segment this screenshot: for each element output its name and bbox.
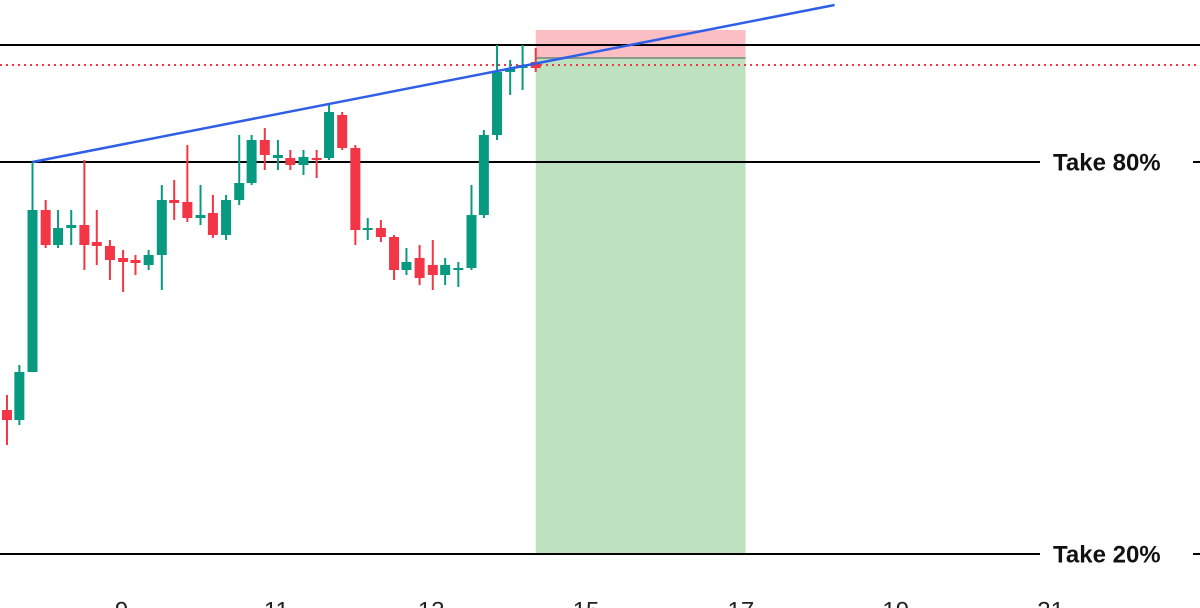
candle-body bbox=[66, 225, 77, 228]
candle-body bbox=[14, 372, 25, 420]
candle-body bbox=[246, 140, 257, 183]
trendline bbox=[32, 3, 835, 164]
candle-body bbox=[401, 262, 412, 270]
x-tick-label: 11 bbox=[264, 597, 289, 608]
candle-body bbox=[440, 265, 451, 275]
candle-body bbox=[298, 157, 309, 165]
candle-body bbox=[389, 237, 400, 270]
candle-body bbox=[285, 158, 296, 165]
candle-body bbox=[362, 228, 373, 230]
target-zone bbox=[535, 58, 746, 554]
candle-body bbox=[311, 158, 322, 160]
candle-body bbox=[453, 268, 464, 270]
candle-body bbox=[259, 140, 270, 155]
candle-body bbox=[118, 258, 129, 262]
candle-body bbox=[40, 210, 51, 245]
candle-body bbox=[478, 135, 489, 215]
candle-body bbox=[53, 228, 64, 245]
candle-body bbox=[505, 68, 516, 72]
candle-body bbox=[375, 228, 386, 237]
level-label: Take 80% bbox=[1053, 149, 1161, 176]
candle-body bbox=[169, 200, 180, 203]
candle-body bbox=[207, 213, 218, 235]
candle-body bbox=[466, 215, 477, 268]
candle-body bbox=[221, 200, 232, 235]
candle-body bbox=[272, 155, 283, 158]
level-label: Take 20% bbox=[1053, 541, 1161, 568]
x-tick-label: 19 bbox=[882, 597, 909, 608]
candle-body bbox=[91, 242, 102, 246]
candle-body bbox=[130, 260, 141, 263]
candle-body bbox=[414, 258, 425, 278]
x-tick-label: 17 bbox=[728, 597, 755, 608]
candle-body bbox=[427, 265, 438, 275]
candle-body bbox=[234, 183, 245, 200]
x-tick-label: 9 bbox=[115, 597, 128, 608]
candle-body bbox=[350, 148, 361, 230]
candle-body bbox=[337, 115, 348, 148]
candle-body bbox=[492, 72, 503, 135]
candle-body bbox=[1, 410, 12, 420]
candle-body bbox=[156, 200, 167, 255]
candle-body bbox=[182, 202, 193, 218]
candle-body bbox=[79, 225, 90, 245]
x-tick-label: 13 bbox=[418, 597, 445, 608]
candle-body bbox=[324, 112, 335, 158]
x-tick-label: 21 bbox=[1037, 597, 1064, 608]
candle-body bbox=[530, 62, 541, 68]
candle-body bbox=[27, 210, 38, 372]
x-tick-label: 15 bbox=[573, 597, 600, 608]
candle-body bbox=[195, 215, 206, 218]
candle-body bbox=[143, 255, 154, 265]
candle-body bbox=[104, 246, 115, 260]
